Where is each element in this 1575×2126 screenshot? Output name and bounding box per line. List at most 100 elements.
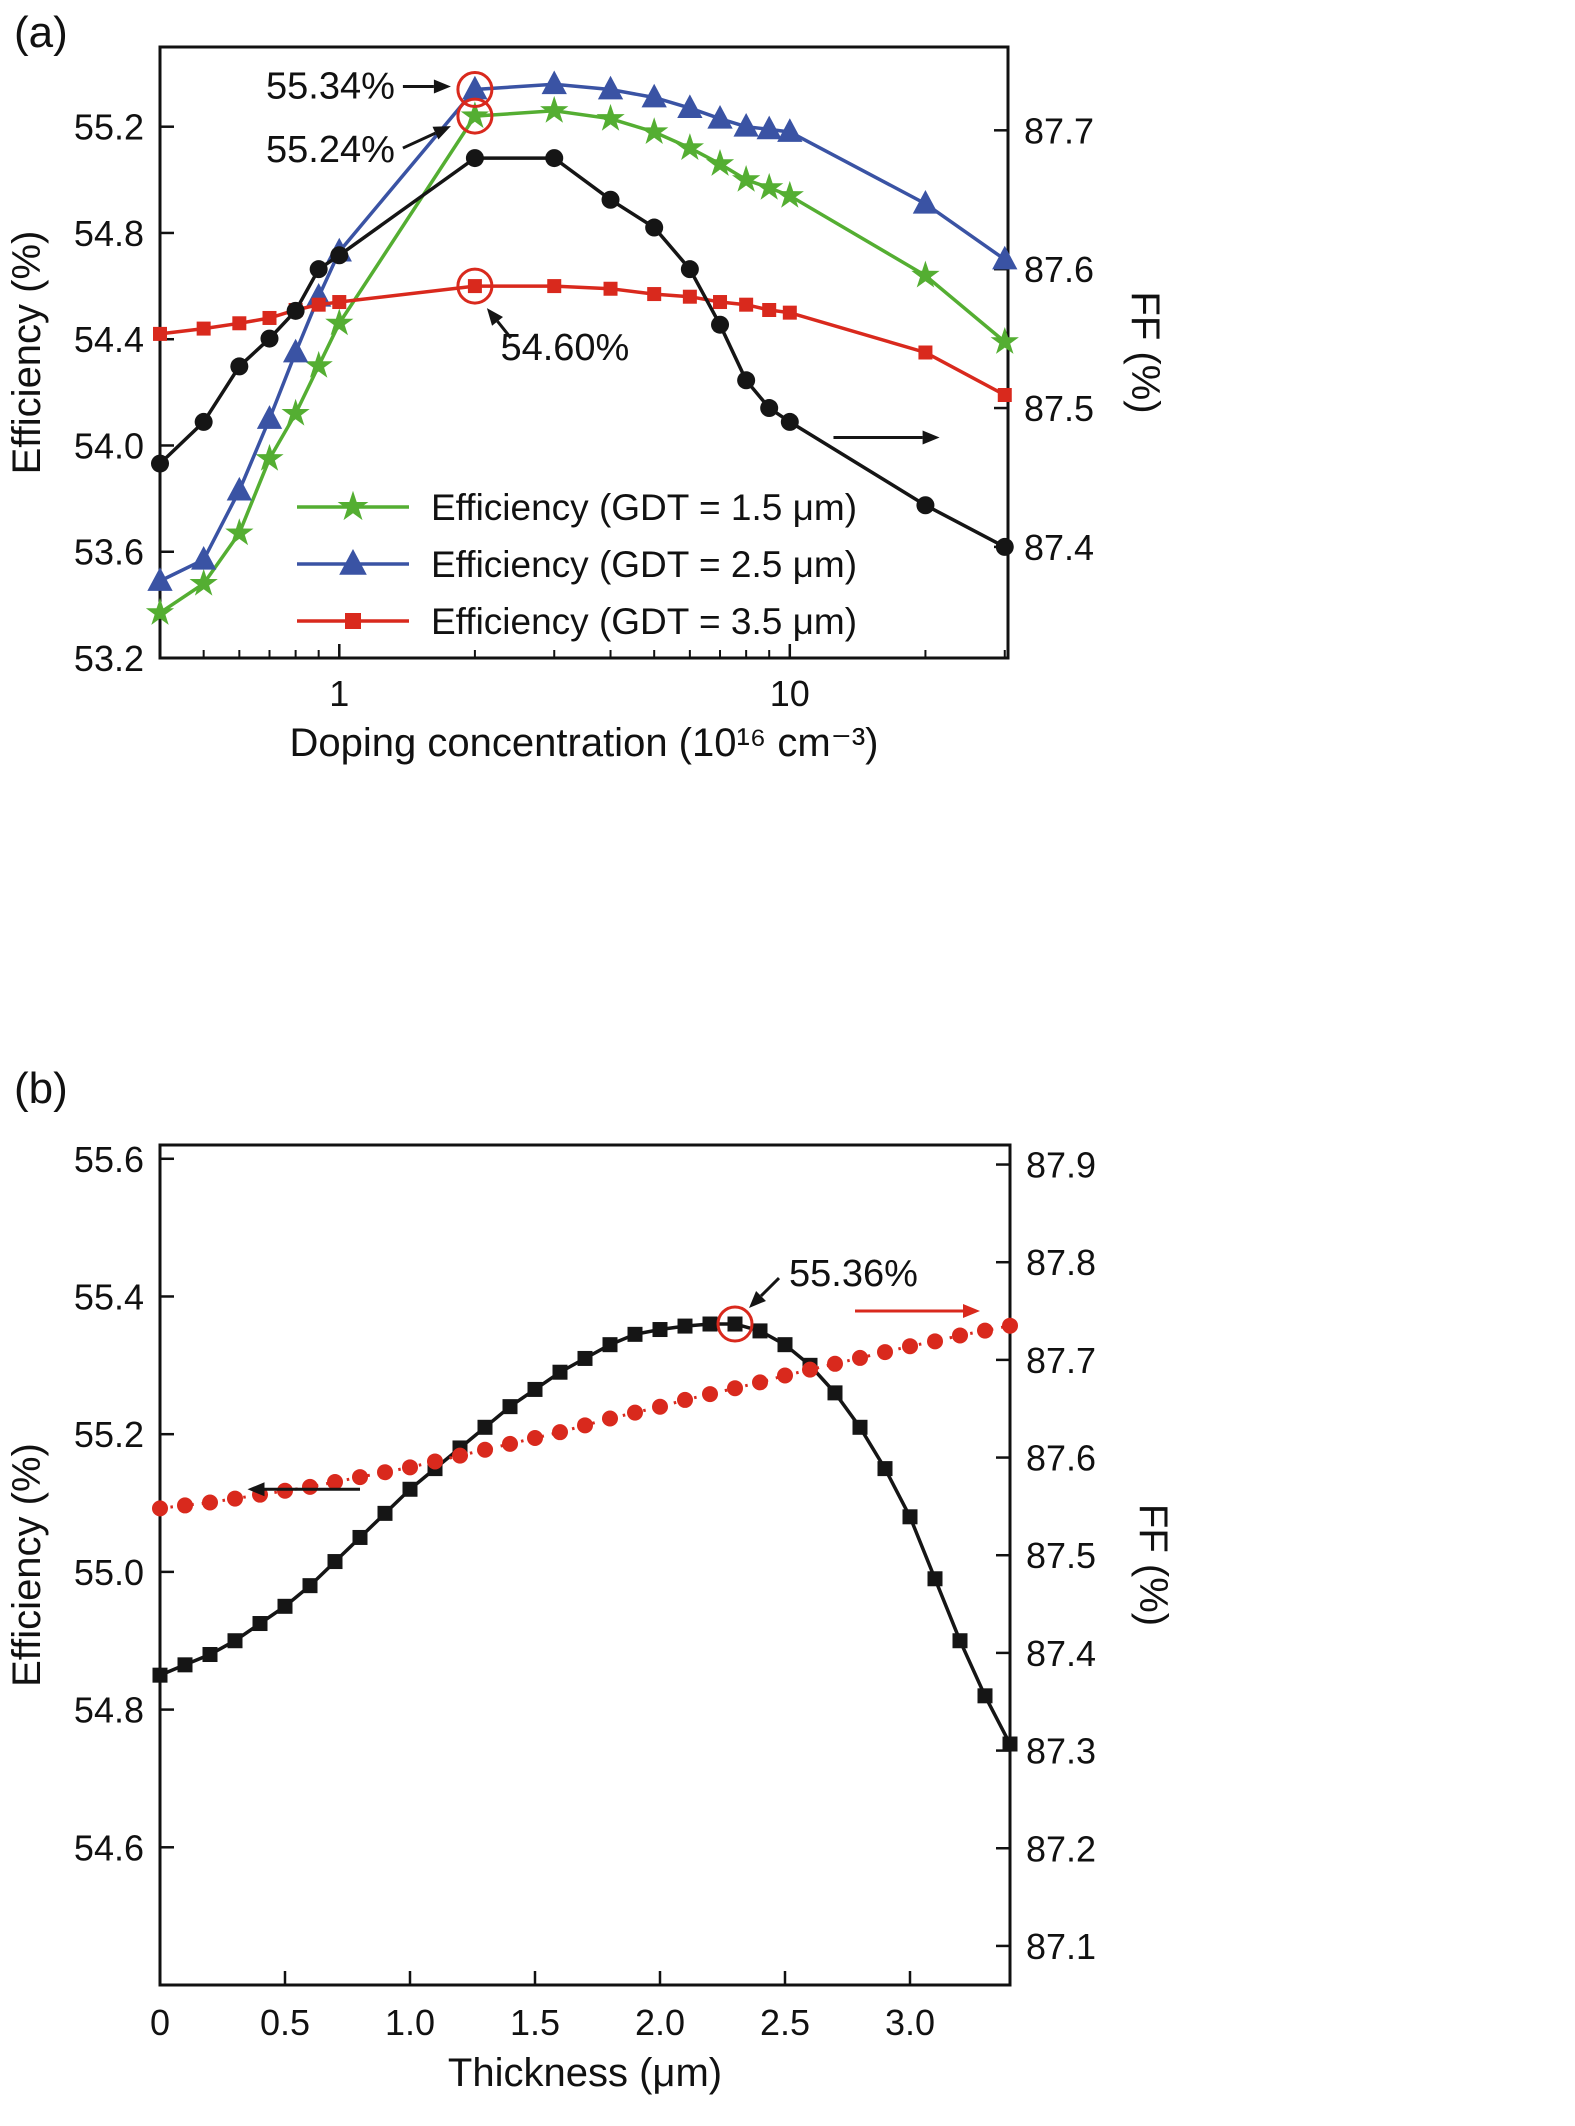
y-left-tick-label: 54.8 [74, 213, 144, 254]
marker-square [877, 1461, 893, 1477]
marker-circle [627, 1404, 643, 1421]
arrow-head [749, 1291, 766, 1309]
marker-circle [780, 412, 799, 431]
marker-triangle [282, 338, 309, 363]
y-right-tick-label: 87.7 [1026, 1340, 1096, 1381]
marker-circle [1002, 1317, 1018, 1334]
marker-circle [152, 1500, 168, 1517]
arrow-head [963, 1304, 980, 1319]
x-axis-title: Doping concentration (10¹⁶ cm⁻³) [290, 721, 879, 765]
marker-square [232, 316, 247, 331]
annotation-text: 54.60% [500, 327, 629, 369]
marker-circle [737, 371, 756, 390]
panel-a-label: (a) [14, 8, 68, 57]
marker-square [377, 1505, 393, 1521]
y-axis-title-left: Efficiency (%) [5, 231, 49, 475]
annotation-text: 55.34% [266, 66, 395, 108]
y-right-tick-label: 87.9 [1026, 1145, 1096, 1186]
marker-triangle [707, 104, 733, 129]
marker-star [990, 327, 1019, 354]
annotation-circle [456, 71, 494, 109]
marker-circle [477, 1441, 493, 1458]
marker-square [352, 1529, 368, 1545]
annotation-text: 55.36% [789, 1253, 918, 1295]
y-right-tick-label: 87.7 [1024, 110, 1094, 151]
y-right-tick-label: 87.5 [1024, 388, 1094, 429]
marker-circle [552, 1424, 568, 1441]
y-left-tick-label: 55.4 [74, 1276, 144, 1317]
marker-square [467, 279, 482, 294]
series-0 [145, 95, 1019, 625]
marker-square [277, 1598, 293, 1614]
marker-square [527, 1381, 543, 1397]
marker-triangle [256, 405, 283, 429]
marker-square [202, 1647, 218, 1663]
marker-square [602, 1337, 618, 1353]
annotation-circle [456, 267, 494, 305]
x-tick-label: 1.0 [385, 2002, 435, 2043]
series-0 [152, 1316, 1018, 1752]
annotation-circle [456, 97, 494, 135]
marker-circle [427, 1453, 443, 1470]
marker-square [227, 1633, 243, 1649]
marker-square [552, 1364, 568, 1380]
marker-star [337, 490, 369, 521]
marker-triangle [147, 567, 173, 591]
y-left-tick-label: 54.8 [74, 1690, 144, 1731]
x-tick-label: 1.5 [510, 2002, 560, 2043]
marker-star [596, 103, 625, 131]
marker-square [332, 295, 347, 310]
marker-circle [465, 149, 484, 168]
arrow-head [433, 79, 451, 94]
marker-triangle [339, 549, 367, 575]
marker-square [852, 1419, 868, 1435]
marker-square [627, 1326, 643, 1342]
marker-square [682, 289, 697, 304]
marker-square [702, 1316, 718, 1332]
marker-square [782, 305, 797, 320]
x-tick-label: 1 [329, 673, 349, 714]
legend-label: Efficiency (GDT = 3.5 μm) [431, 601, 857, 642]
marker-square [302, 1578, 318, 1594]
series-2 [153, 279, 1012, 403]
y-right-tick-label: 87.4 [1024, 527, 1094, 568]
plot-frame [158, 45, 1010, 660]
y-right-tick-label: 87.6 [1024, 249, 1094, 290]
marker-star [225, 518, 254, 546]
annotation: 55.36% [716, 1253, 918, 1343]
series-line [159, 1322, 1012, 1745]
annotation [247, 1482, 360, 1497]
marker-circle [452, 1447, 468, 1464]
marker-triangle [912, 189, 939, 214]
legend-label: Efficiency (GDT = 2.5 μm) [431, 544, 857, 585]
y-right-tick-label: 87.2 [1026, 1828, 1096, 1869]
marker-circle [194, 412, 213, 431]
marker-square [196, 321, 211, 336]
marker-circle [977, 1322, 993, 1339]
marker-circle [527, 1430, 543, 1447]
marker-square [177, 1657, 193, 1673]
marker-star [705, 149, 735, 176]
marker-star [755, 172, 784, 200]
arrow-head [486, 308, 503, 326]
marker-star [255, 443, 284, 471]
marker-triangle [777, 118, 803, 142]
marker-circle [330, 246, 349, 265]
marker-circle [760, 399, 779, 418]
marker-circle [652, 1398, 668, 1415]
y-right-tick-label: 87.4 [1026, 1633, 1096, 1674]
marker-square [603, 281, 618, 296]
marker-square [153, 326, 167, 341]
x-tick-label: 0.5 [260, 2002, 310, 2043]
marker-circle [502, 1435, 518, 1452]
marker-circle [377, 1464, 393, 1481]
marker-square [927, 1571, 943, 1587]
marker-circle [260, 329, 279, 348]
marker-circle [352, 1469, 368, 1486]
marker-triangle [756, 115, 782, 140]
y-right-tick-label: 87.5 [1026, 1535, 1096, 1576]
marker-circle [402, 1459, 418, 1476]
arrow-head [247, 1482, 265, 1497]
x-tick-label: 2.0 [635, 2002, 685, 2043]
